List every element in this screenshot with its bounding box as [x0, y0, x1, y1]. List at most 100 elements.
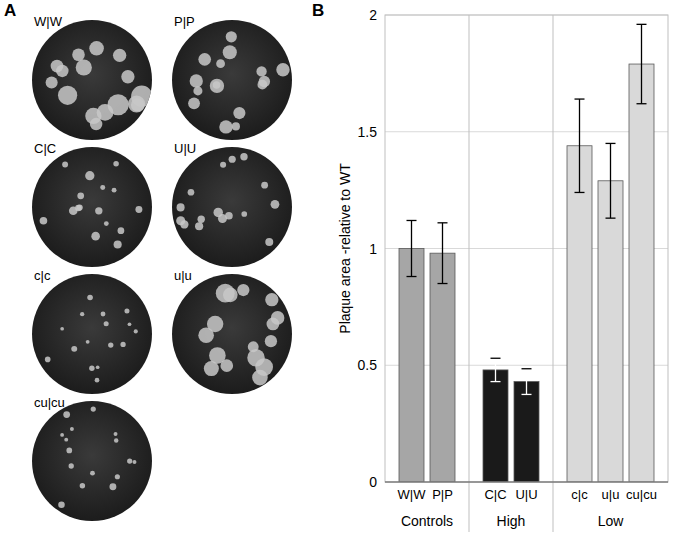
error-cap [491, 358, 501, 359]
x-tick-label: W|W [398, 487, 427, 502]
plaque [247, 349, 265, 367]
plaque [121, 70, 134, 83]
image-label: cu|cu [34, 395, 65, 410]
x-tick-label: cu|cu [626, 487, 657, 502]
plaques [176, 153, 279, 246]
plaque [100, 185, 105, 190]
plaque [72, 48, 85, 61]
plaque [190, 74, 203, 87]
image-label: C|C [34, 141, 56, 156]
group-separator [553, 15, 554, 532]
plaque [220, 359, 233, 372]
plaques [198, 284, 284, 386]
plaque [180, 220, 188, 228]
plaque [95, 207, 102, 214]
plaque [225, 212, 233, 220]
plaque [109, 483, 116, 490]
image-label: W|W [34, 14, 63, 29]
error-line [526, 369, 527, 395]
error-cap [438, 222, 448, 223]
x-tick-label: U|U [515, 487, 537, 502]
plaques [188, 31, 290, 133]
plaques [58, 406, 136, 508]
plaque [60, 433, 64, 437]
plaque [114, 432, 118, 436]
plaque [127, 458, 132, 463]
plaque [70, 427, 74, 431]
plaque [90, 118, 103, 131]
plaque [58, 86, 77, 105]
error-cap [522, 368, 532, 369]
y-tick-label: 0 [369, 474, 377, 490]
bars [399, 24, 654, 482]
plaque [131, 98, 144, 111]
x-tick-label: P|P [432, 487, 453, 502]
plaque [232, 122, 240, 130]
plaque [261, 182, 268, 189]
plaque [220, 162, 226, 168]
panel-label: A [4, 1, 16, 20]
group-label: Low [598, 513, 625, 529]
plaque [223, 287, 238, 302]
bar [598, 181, 623, 482]
dish [172, 20, 292, 140]
plaque [108, 342, 113, 347]
plaque [128, 322, 132, 326]
error-cap [575, 192, 585, 193]
plaque [96, 365, 100, 369]
plaques [46, 41, 153, 130]
error-cap [575, 98, 585, 99]
plaque [223, 45, 237, 59]
plaque [135, 206, 142, 213]
error-line [579, 99, 580, 192]
plaque [195, 222, 203, 230]
error-line [610, 143, 611, 218]
image-label: c|c [34, 268, 51, 283]
plaque [89, 366, 94, 371]
error-cap [438, 283, 448, 284]
plaque-image [32, 401, 152, 521]
plaque [118, 227, 125, 234]
plaque [80, 483, 85, 488]
plaque [198, 216, 205, 223]
plaque [252, 370, 268, 386]
plaque-image [172, 274, 292, 394]
plaque [90, 471, 95, 476]
plaque [198, 53, 211, 66]
plaque [80, 312, 84, 316]
grid-line [385, 131, 668, 132]
plaque [77, 192, 84, 199]
error-bar [438, 223, 448, 284]
image-label: u|u [174, 268, 192, 283]
plaque-image [32, 147, 152, 267]
plaque [63, 411, 70, 418]
plaque [97, 104, 114, 121]
plaque [71, 346, 77, 352]
plaques [45, 295, 138, 383]
plaque [210, 79, 224, 93]
plaque [40, 217, 48, 225]
plaque [58, 502, 65, 509]
plaque [66, 448, 72, 454]
plaques [40, 161, 143, 249]
plaque [133, 460, 137, 464]
plaque [85, 171, 94, 180]
dish [32, 274, 152, 394]
plaque [188, 189, 195, 196]
error-cap [637, 103, 647, 104]
y-tick-label: 2 [369, 7, 377, 23]
plaque [233, 107, 245, 119]
y-tick-label: 1 [369, 241, 377, 257]
plaque [237, 284, 249, 296]
x-tick-label: u|u [602, 487, 620, 502]
image-label: P|P [174, 14, 195, 29]
error-cap [407, 220, 417, 221]
plaque [95, 378, 100, 383]
plaque [256, 66, 266, 76]
dish [32, 401, 152, 521]
error-cap [522, 394, 532, 395]
group-separator [469, 15, 470, 532]
error-cap [637, 24, 647, 25]
plaque [87, 295, 93, 301]
panel-label: B [312, 1, 324, 20]
